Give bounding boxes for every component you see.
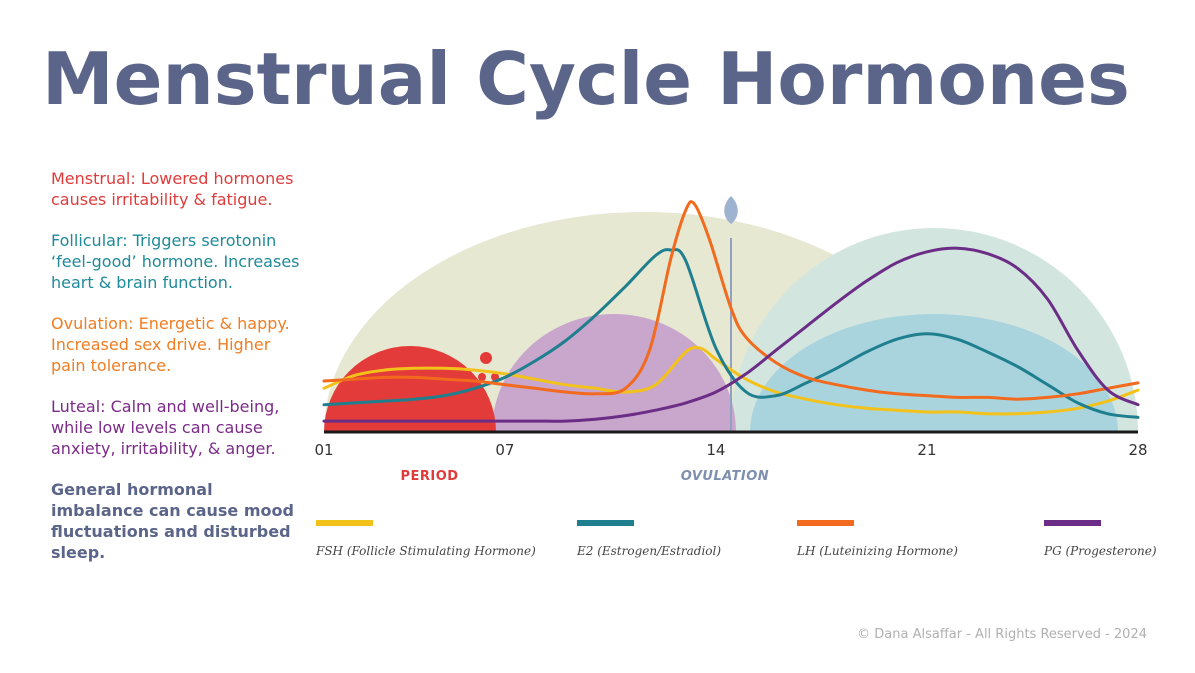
series-line-e2 [322,248,1140,419]
luteal-inner-dome [750,314,1118,432]
legend-label-e2: E2 (Estrogen/Estradiol) [577,544,722,558]
series-line-lh [322,200,1140,401]
legend-swatch-pg [1044,520,1101,526]
note-menstrual: Menstrual: Lowered hormones causes irrit… [51,169,294,209]
x-tick-label: 07 [495,441,514,459]
legend: FSH (Follicle Stimulating Hormone) E2 (E… [316,520,1157,570]
period-dot [478,373,486,381]
legend-swatch-lh [797,520,854,526]
phase-notes: Menstrual: Lowered hormones causes irrit… [51,168,306,583]
legend-swatch-e2 [577,520,634,526]
period-dot [491,373,499,381]
legend-label-lh: LH (Luteinizing Hormone) [797,544,958,558]
x-ticks: 01 07 14 21 28 [314,441,1147,459]
note-general: General hormonal imbalance can cause moo… [51,480,294,562]
legend-item-pg: PG (Progesterone) [1044,520,1157,558]
x-tick-label: 21 [917,441,936,459]
legend-label-fsh: FSH (Follicle Stimulating Hormone) [316,544,536,558]
x-tick-label: 28 [1128,441,1147,459]
follicular-inner-dome [492,314,736,432]
legend-label-pg: PG (Progesterone) [1044,544,1157,558]
note-ovulation: Ovulation: Energetic & happy. Increased … [51,314,290,375]
phase-label-period: PERIOD [400,469,458,484]
phase-labels: PERIOD OVULATION [400,469,769,484]
x-tick-label: 01 [314,441,333,459]
legend-item-fsh: FSH (Follicle Stimulating Hormone) [316,520,536,558]
note-follicular: Follicular: Triggers serotonin ‘feel-goo… [51,231,300,292]
series-lines [322,200,1140,423]
legend-item-e2: E2 (Estrogen/Estradiol) [577,520,721,558]
egg-drop-icon [724,196,738,224]
hormone-chart: 01 07 14 21 28 PERIOD OVULATION [314,196,1148,484]
phase-backgrounds [324,212,1138,432]
note-luteal: Luteal: Calm and well-being, while low l… [51,397,280,458]
legend-swatch-fsh [316,520,373,526]
legend-item-lh: LH (Luteinizing Hormone) [797,520,958,558]
period-dot-large [480,352,492,364]
x-tick-label: 14 [706,441,725,459]
page-title: Menstrual Cycle Hormones [42,37,1130,121]
phase-label-ovulation: OVULATION [681,469,769,484]
copyright: © Dana Alsaffar - All Rights Reserved - … [857,627,1147,642]
ovulation-marker [724,196,738,432]
series-line-pg [322,246,1140,423]
series-line-fsh [322,345,1140,416]
